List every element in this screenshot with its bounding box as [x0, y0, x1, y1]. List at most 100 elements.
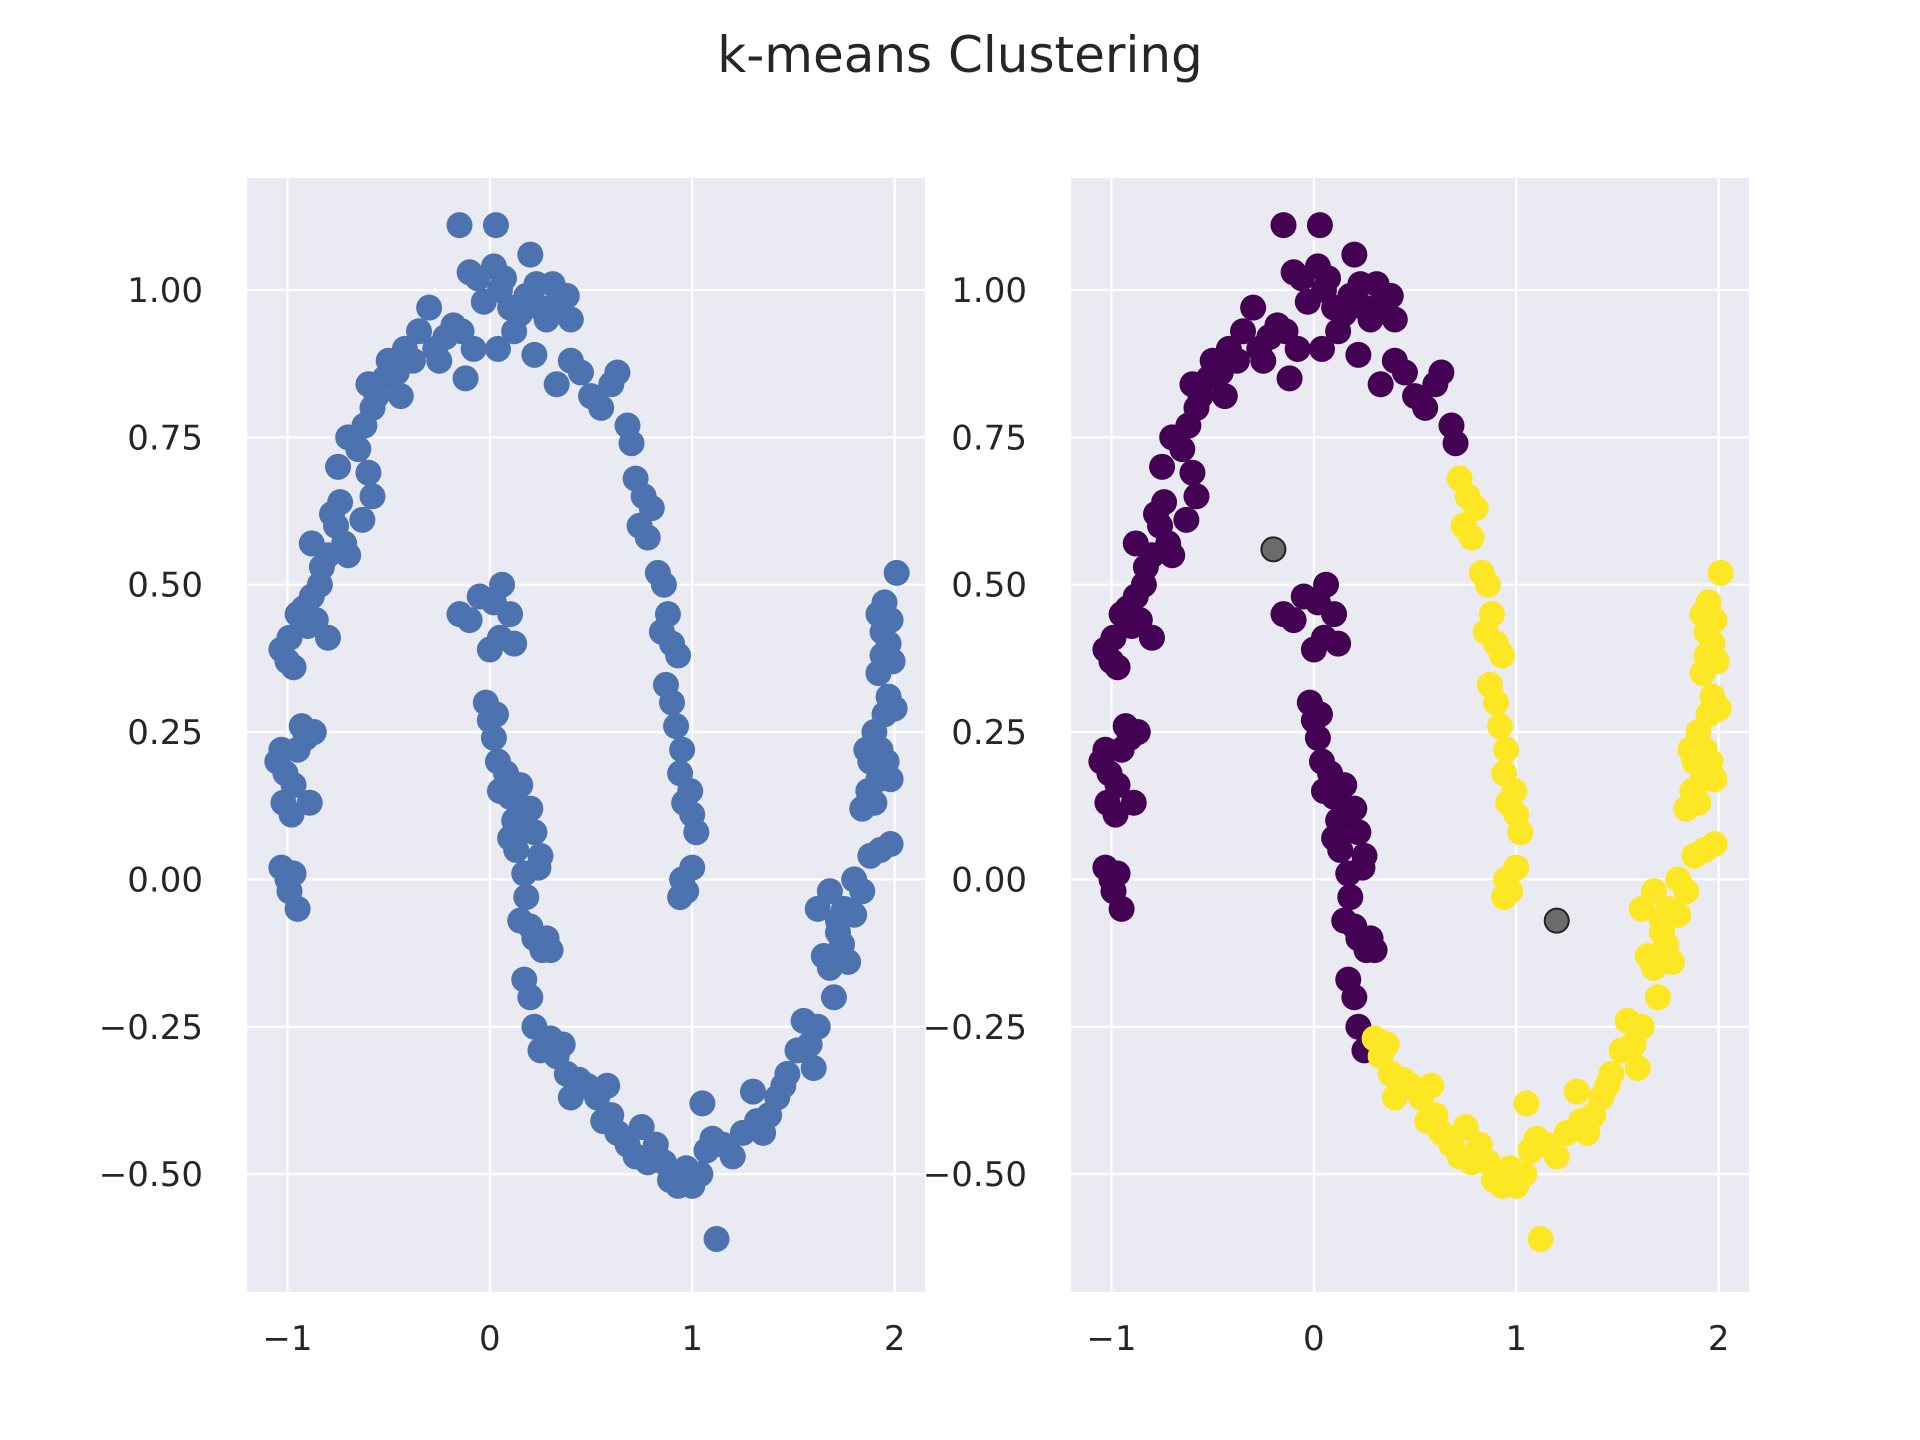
data-point — [284, 895, 311, 922]
data-point — [638, 495, 665, 522]
data-point — [739, 1078, 766, 1105]
data-point — [618, 430, 645, 457]
cluster-0-point — [1341, 241, 1368, 268]
cluster-1-point — [1701, 766, 1728, 793]
y-tick-label: −0.25 — [99, 1008, 203, 1048]
cluster-0-point — [1169, 436, 1196, 463]
data-point — [325, 453, 352, 480]
cluster-0-point — [1315, 265, 1342, 292]
cluster-0-point — [1104, 772, 1131, 799]
cluster-0-point — [1381, 306, 1408, 333]
scatter-panel-raw: −1 0 1 2 −0.50 −0.25 0.00 0.25 0.50 0.75 1.00 — [99, 178, 925, 1359]
cluster-0-point — [1304, 724, 1331, 751]
plot-area-1 — [1071, 178, 1749, 1292]
data-point — [521, 341, 548, 368]
figure-title: k-means Clustering — [717, 26, 1203, 84]
y-tick-label: 0.75 — [951, 418, 1027, 458]
cluster-1-point — [1483, 689, 1510, 716]
cluster-1-point — [1707, 559, 1734, 586]
cluster-1-point — [1458, 524, 1485, 551]
cluster-0-point — [1223, 347, 1250, 374]
y-tick-label: 0.50 — [127, 566, 203, 606]
cluster-0-point — [1367, 371, 1394, 398]
data-point — [677, 777, 704, 804]
cluster-0-point — [1337, 884, 1364, 911]
cluster-0-point — [1377, 282, 1404, 309]
cluster-1-point — [1489, 642, 1516, 669]
data-point — [387, 383, 414, 410]
data-point — [484, 335, 511, 362]
cluster-1-point — [1563, 1078, 1590, 1105]
data-point — [501, 630, 528, 657]
plot-area-0 — [247, 178, 925, 1292]
cluster-0-point — [1276, 365, 1303, 392]
data-point — [835, 948, 862, 975]
y-tick-label: 1.00 — [127, 271, 203, 311]
data-point — [879, 648, 906, 675]
cluster-0-point — [1280, 607, 1307, 634]
cluster-1-point — [1644, 984, 1671, 1011]
data-point — [345, 436, 372, 463]
data-point — [869, 618, 896, 645]
cluster-0-point — [1325, 630, 1352, 657]
cluster-1-point — [1487, 713, 1514, 740]
data-point — [557, 306, 584, 333]
y-tick-label: 0.00 — [127, 860, 203, 900]
data-point — [877, 831, 904, 858]
cluster-0-point — [1138, 624, 1165, 651]
data-point — [883, 559, 910, 586]
cluster-1-point — [1628, 1013, 1655, 1040]
cluster-0-point — [1442, 430, 1469, 457]
y-tick-label: −0.50 — [99, 1155, 203, 1195]
data-point — [456, 607, 483, 634]
cluster-1-point — [1507, 819, 1534, 846]
cluster-0-point — [1345, 819, 1372, 846]
data-point — [567, 359, 594, 386]
cluster-1-point — [1491, 884, 1518, 911]
data-point — [482, 701, 509, 728]
data-point — [497, 601, 524, 628]
cluster-1-point — [1501, 777, 1528, 804]
x-tick-label: 1 — [1505, 1319, 1527, 1359]
data-point — [480, 724, 507, 751]
cluster-1-point — [1598, 1060, 1625, 1087]
cluster-1-point — [1462, 495, 1489, 522]
cluster-0-point — [1230, 318, 1257, 345]
data-point — [507, 772, 534, 799]
x-tick-label: −1 — [262, 1319, 312, 1359]
cluster-0-point — [1331, 772, 1358, 799]
x-tick-label: −1 — [1086, 1319, 1136, 1359]
y-tick-label: −0.50 — [923, 1155, 1027, 1195]
data-point — [482, 212, 509, 239]
data-point — [665, 642, 692, 669]
data-point — [804, 1013, 831, 1040]
cluster-0-point — [1270, 212, 1297, 239]
data-point — [650, 571, 677, 598]
data-point — [521, 819, 548, 846]
cluster-1-point — [1705, 695, 1732, 722]
cluster-0-point — [1306, 212, 1333, 239]
data-point — [517, 984, 544, 1011]
x-tick-label: 1 — [681, 1319, 703, 1359]
cluster-1-point — [1693, 618, 1720, 645]
data-point — [489, 571, 516, 598]
data-point — [280, 654, 307, 681]
cluster-0-point — [1341, 984, 1368, 1011]
data-point — [280, 772, 307, 799]
data-point — [327, 489, 354, 516]
cluster-0-point — [1124, 719, 1151, 746]
y-tick-label: −0.25 — [923, 1008, 1027, 1048]
data-point — [399, 347, 426, 374]
data-point — [296, 789, 323, 816]
cluster-1-point — [1659, 948, 1686, 975]
data-point — [679, 854, 706, 881]
cluster-0-point — [1250, 347, 1277, 374]
cluster-1-point — [1503, 854, 1530, 881]
cluster-0-point — [1412, 394, 1439, 421]
cluster-1-point — [1703, 648, 1730, 675]
data-point — [537, 937, 564, 964]
data-point — [349, 506, 376, 533]
cluster-0-point — [1391, 359, 1418, 386]
data-point — [513, 884, 540, 911]
cluster-1-point — [1493, 736, 1520, 763]
